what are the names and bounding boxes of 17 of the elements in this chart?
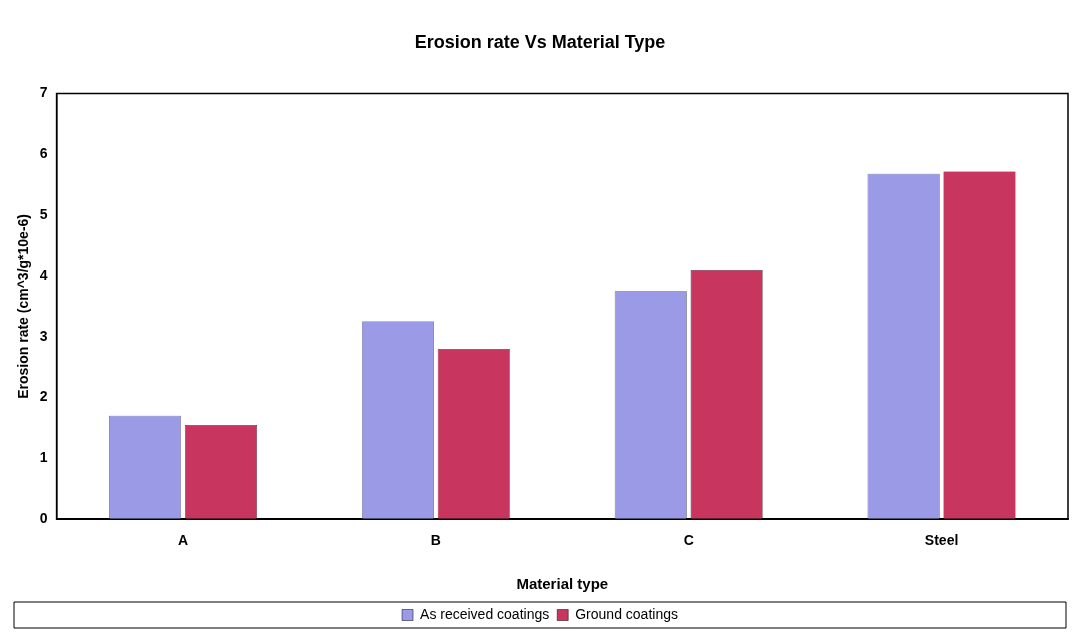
y-tick-label: 4: [39, 266, 48, 283]
x-tick-label: B: [430, 532, 441, 549]
y-tick-label: 2: [39, 388, 48, 405]
legend-label: As received coatings: [420, 605, 550, 622]
chart-title: Erosion rate Vs Material Type: [414, 31, 666, 52]
y-tick-label: 7: [39, 84, 48, 101]
y-axis-title: Erosion rate (cm^3/g*10e-6): [15, 214, 32, 399]
y-tick-label: 3: [39, 327, 48, 344]
y-tick-label: 1: [39, 449, 48, 466]
legend-label: Ground coatings: [575, 605, 678, 622]
y-tick-label: 0: [39, 510, 48, 527]
x-tick-label: Steel: [924, 532, 959, 549]
y-tick-label: 6: [39, 145, 48, 162]
x-tick-label: C: [683, 532, 694, 549]
x-axis-title: Material type: [516, 575, 609, 593]
x-tick-label: A: [177, 532, 189, 549]
y-tick-label: 5: [39, 206, 48, 223]
